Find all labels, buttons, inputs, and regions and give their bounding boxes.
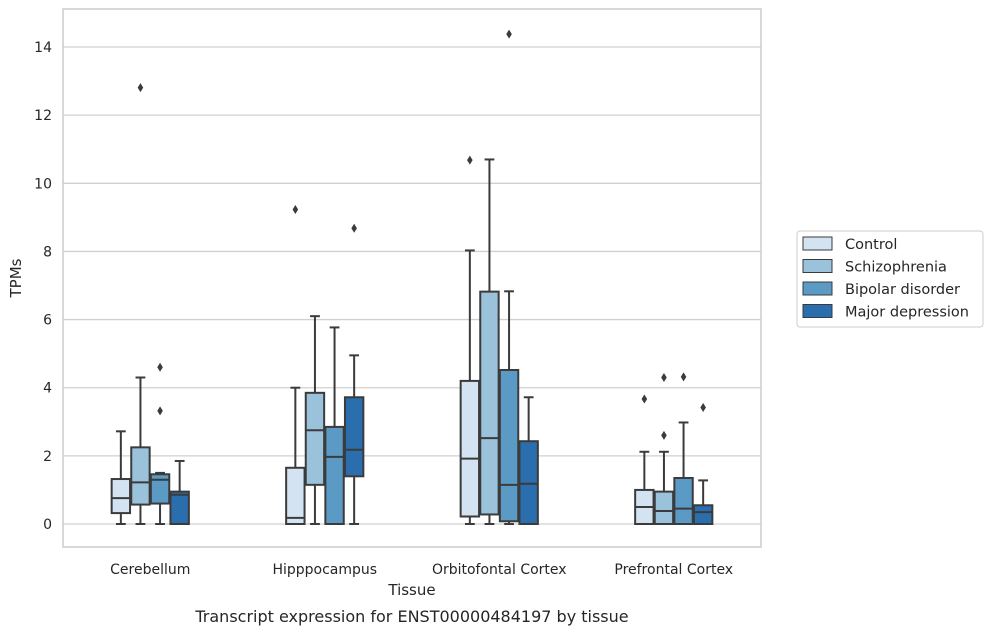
legend-swatch [802, 236, 833, 251]
box [324, 425, 345, 526]
box-group [518, 396, 539, 525]
legend-label: Schizophrenia [845, 260, 947, 276]
y-tick-labels: 0 2 4 6 8 10 12 14 [34, 40, 52, 533]
box [149, 473, 171, 505]
box [518, 440, 539, 525]
box-group [692, 402, 714, 526]
y-tick-label: 10 [34, 176, 52, 192]
outlier-point [157, 406, 163, 416]
chart-caption: Transcript expression for ENST0000048419… [194, 607, 628, 626]
x-tick-label: Prefrontal Cortex [614, 562, 733, 578]
box-group [110, 430, 132, 525]
box-group [498, 29, 520, 525]
box [130, 446, 151, 506]
box-group [479, 158, 500, 525]
legend-items: Control Schizophrenia Bipolar disorder Majo… [802, 236, 969, 321]
box-group [169, 459, 190, 526]
legend-label: Control [845, 237, 897, 253]
outlier-point [700, 402, 706, 412]
legend-swatch [802, 281, 833, 296]
y-tick-label: 4 [43, 381, 52, 397]
box [304, 391, 326, 486]
x-tick-labels: Cerebellum Hipppocampus Orbitofontal Corte… [110, 562, 733, 578]
x-tick-label: Hipppocampus [272, 562, 377, 578]
box [285, 466, 306, 525]
outlier-point [661, 372, 667, 382]
y-tick-label: 6 [43, 313, 52, 329]
y-tick-label: 14 [34, 40, 52, 56]
box-group [459, 155, 481, 525]
box-group [324, 326, 345, 526]
box [692, 504, 714, 526]
x-tick-label: Orbitofontal Cortex [432, 562, 567, 578]
box [673, 477, 694, 525]
gridlines [63, 46, 761, 525]
boxes [110, 29, 714, 526]
y-tick-label: 12 [34, 108, 52, 124]
box-group [634, 394, 655, 525]
box-group [653, 372, 675, 526]
box-group [130, 83, 151, 525]
x-tick-label: Cerebellum [110, 562, 190, 578]
box [653, 490, 675, 526]
box [498, 369, 520, 523]
legend-label: Major depression [845, 305, 969, 321]
outlier-point [680, 372, 687, 382]
y-tick-label: 8 [43, 244, 52, 260]
box [169, 490, 190, 526]
y-tick-label: 0 [43, 517, 52, 533]
outlier-point [661, 430, 667, 440]
x-axis-title: Tissue [387, 581, 435, 599]
legend-swatch [802, 259, 833, 273]
legend-frame [796, 230, 984, 328]
box-group [673, 372, 694, 525]
box-group [149, 362, 171, 525]
legend-label: Bipolar disorder [845, 282, 960, 298]
box [110, 478, 132, 515]
box [479, 290, 500, 516]
box-group [285, 205, 306, 525]
outlier-point [137, 83, 144, 93]
box [459, 379, 481, 518]
y-tick-label: 2 [43, 449, 52, 465]
box-group [304, 315, 326, 525]
outlier-point [506, 29, 512, 39]
outlier-point [157, 362, 163, 372]
outlier-point [351, 223, 357, 233]
outlier-point [292, 205, 299, 215]
outlier-point [467, 155, 473, 165]
plot-frame [62, 8, 762, 548]
legend: Control Schizophrenia Bipolar disorder Majo… [796, 230, 984, 328]
y-axis-title: TPMs [7, 258, 25, 298]
box [343, 396, 365, 478]
box-group [343, 223, 365, 525]
legend-swatch [802, 304, 833, 318]
outlier-point [641, 394, 648, 404]
